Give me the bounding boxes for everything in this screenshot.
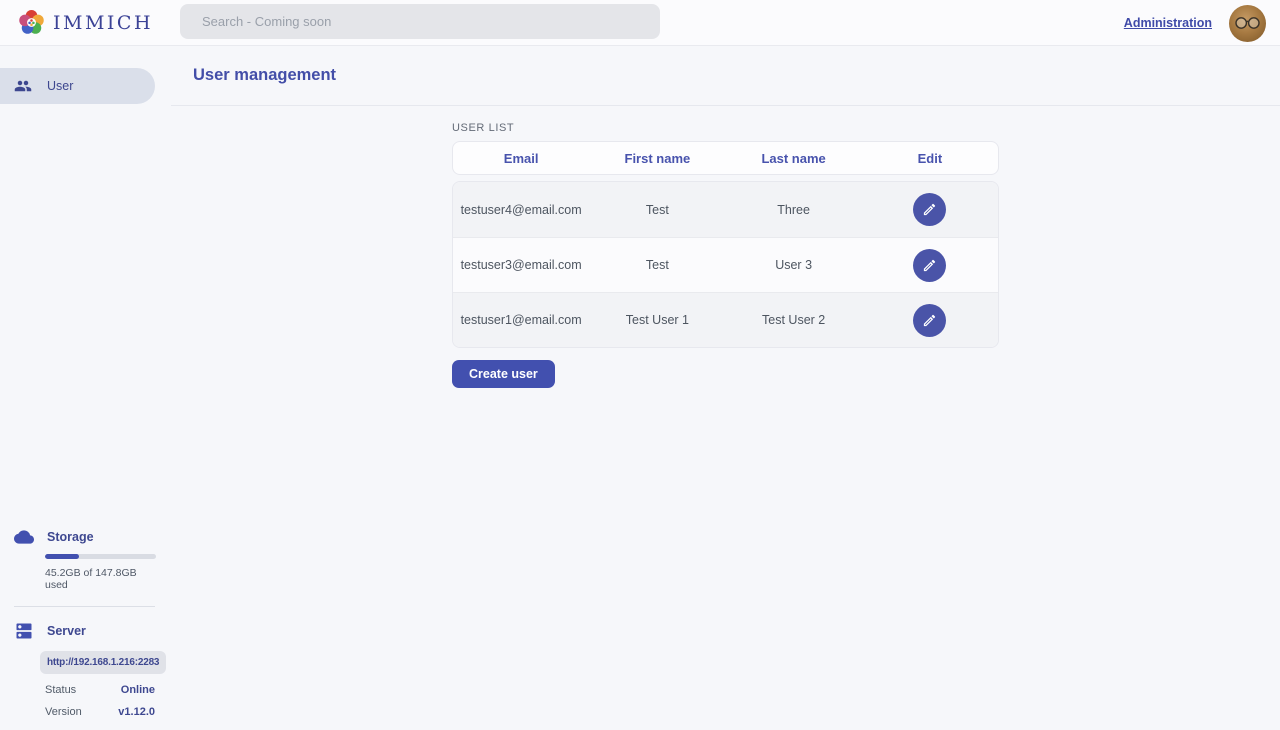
group-icon [14, 77, 32, 95]
storage-progress-bar [45, 554, 156, 559]
server-status-row: Status Online [45, 684, 155, 696]
column-email: Email [503, 150, 539, 166]
avatar[interactable] [1229, 4, 1266, 42]
column-edit: Edit [917, 150, 943, 166]
storage-progress-fill [45, 554, 79, 559]
main-content: User management USER LIST Email First na… [171, 46, 1280, 730]
cell-first-name: Test User 1 [625, 313, 689, 327]
pencil-icon [924, 203, 936, 216]
cell-email: testuser3@email.com [460, 258, 582, 272]
dns-icon [14, 621, 34, 641]
server-header: Server [14, 621, 155, 641]
table-row: testuser4@email.com Test Three [453, 182, 998, 237]
sidebar-item-user[interactable]: User [0, 68, 155, 104]
sidebar-footer: Storage 45.2GB of 147.8GB used Server ht… [0, 527, 171, 730]
cell-last-name: Three [777, 202, 810, 217]
cell-last-name: Test User 2 [762, 313, 826, 327]
cell-email: testuser4@email.com [460, 202, 582, 217]
column-first-name: First name [624, 150, 691, 166]
search-bar [180, 4, 660, 39]
app-header: IMMICH Administration [0, 0, 1280, 46]
create-user-button[interactable]: Create user [452, 360, 555, 388]
storage-header: Storage [14, 527, 155, 547]
storage-title: Storage [47, 530, 94, 544]
brand-name: IMMICH [53, 11, 154, 34]
server-title: Server [47, 624, 86, 638]
version-label: Version [45, 706, 82, 718]
footer-divider [14, 606, 155, 607]
table-header-row: Email First name Last name Edit [452, 141, 999, 175]
pencil-icon [924, 314, 936, 326]
cloud-icon [14, 527, 34, 547]
user-list-label: USER LIST [452, 122, 515, 134]
edit-user-button[interactable] [913, 193, 947, 226]
header-right: Administration [1124, 0, 1266, 46]
brand[interactable]: IMMICH [0, 9, 180, 36]
table-row: testuser1@email.com Test User 1 Test Use… [453, 292, 998, 347]
page-header: User management [171, 46, 1280, 106]
edit-user-button[interactable] [913, 248, 947, 282]
user-list-section: USER LIST Email First name Last name Edi… [452, 122, 999, 388]
search-input[interactable] [180, 4, 660, 39]
administration-link[interactable]: Administration [1123, 16, 1212, 30]
version-value: v1.12.0 [118, 706, 155, 718]
status-label: Status [45, 684, 77, 696]
sidebar: User Storage 45.2GB of 147.8GB used Serv… [0, 46, 171, 730]
cell-first-name: Test [645, 258, 669, 272]
immich-flower-icon [19, 9, 44, 34]
cell-first-name: Test [645, 202, 669, 217]
glasses-icon [1235, 16, 1260, 29]
edit-user-button[interactable] [913, 303, 947, 337]
status-value: Online [120, 684, 155, 696]
sidebar-item-label: User [47, 79, 74, 93]
cell-email: testuser1@email.com [460, 313, 582, 327]
server-version-row: Version v1.12.0 [45, 706, 155, 718]
storage-usage-text: 45.2GB of 147.8GB used [45, 567, 137, 591]
server-url: http://192.168.1.216:2283 [40, 651, 167, 674]
column-last-name: Last name [761, 150, 826, 166]
pencil-icon [924, 259, 936, 271]
user-table: testuser4@email.com Test Three testuser3… [452, 181, 999, 348]
page-title: User management [193, 66, 337, 84]
cell-last-name: User 3 [775, 258, 813, 272]
table-row: testuser3@email.com Test User 3 [453, 237, 998, 292]
